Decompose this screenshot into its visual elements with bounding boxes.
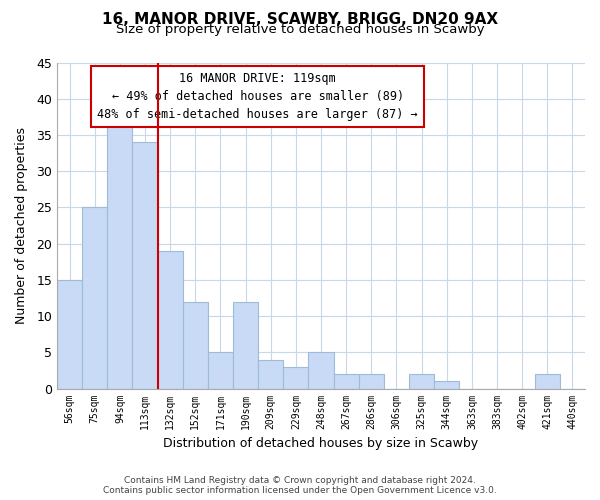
Text: Contains HM Land Registry data © Crown copyright and database right 2024.
Contai: Contains HM Land Registry data © Crown c… — [103, 476, 497, 495]
Text: 16, MANOR DRIVE, SCAWBY, BRIGG, DN20 9AX: 16, MANOR DRIVE, SCAWBY, BRIGG, DN20 9AX — [102, 12, 498, 28]
Bar — [183, 302, 208, 388]
Bar — [107, 120, 133, 388]
Bar — [208, 352, 233, 388]
Bar — [158, 251, 183, 388]
Text: 16 MANOR DRIVE: 119sqm
← 49% of detached houses are smaller (89)
48% of semi-det: 16 MANOR DRIVE: 119sqm ← 49% of detached… — [97, 72, 418, 122]
Bar — [359, 374, 384, 388]
Bar — [434, 382, 460, 388]
X-axis label: Distribution of detached houses by size in Scawby: Distribution of detached houses by size … — [163, 437, 479, 450]
Bar — [133, 142, 158, 388]
Bar — [409, 374, 434, 388]
Text: Size of property relative to detached houses in Scawby: Size of property relative to detached ho… — [116, 22, 484, 36]
Bar — [233, 302, 258, 388]
Y-axis label: Number of detached properties: Number of detached properties — [15, 127, 28, 324]
Bar — [258, 360, 283, 388]
Bar — [535, 374, 560, 388]
Bar — [283, 367, 308, 388]
Bar — [334, 374, 359, 388]
Bar — [82, 208, 107, 388]
Bar — [308, 352, 334, 388]
Bar — [57, 280, 82, 388]
